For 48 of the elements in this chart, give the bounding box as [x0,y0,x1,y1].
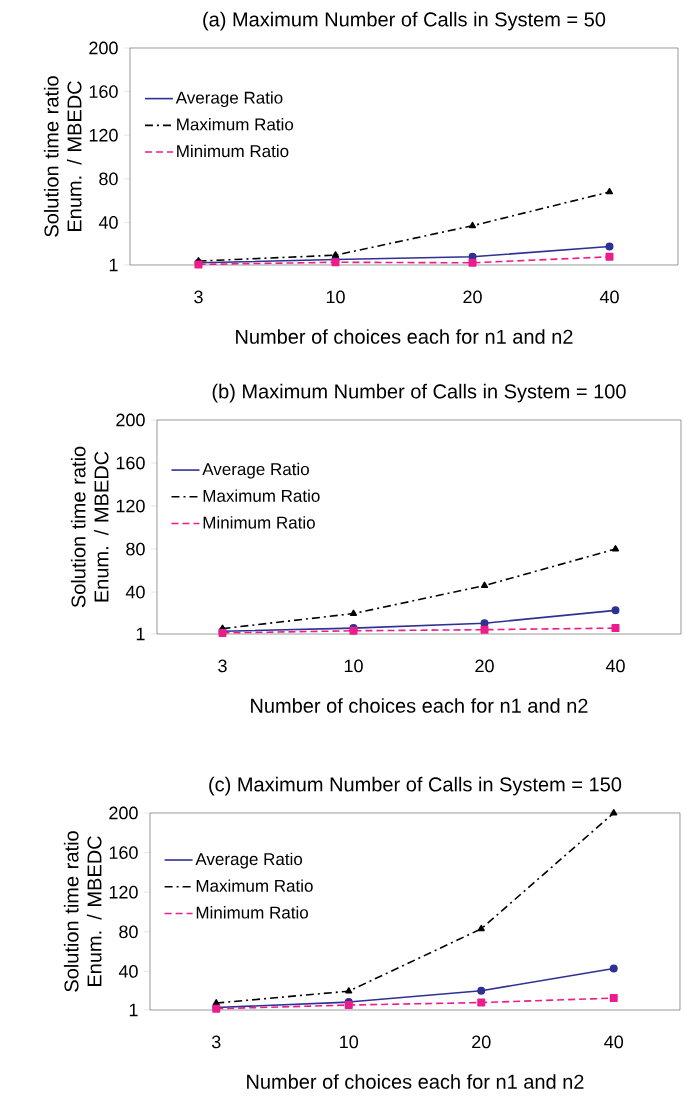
x-tick-label: 40 [604,1035,624,1049]
y-tick-label: 120 [109,885,138,899]
y-tick-label: 40 [98,216,118,229]
x-axis-title: Number of choices each for n1 and n2 [251,698,588,713]
y-tick-label: 200 [109,806,138,820]
legend-label: Average Ratio [202,462,309,479]
x-tick-label: 10 [340,1035,359,1049]
y-tick-label: 1 [136,627,145,641]
y-axis-title: Solution time ratio Enum. / MBEDC [63,831,102,992]
y-tick-label: 80 [99,172,118,186]
y-tick-label: 80 [119,925,138,939]
legend-label: Minimum Ratio [177,144,289,158]
y-tick-label: 40 [125,585,145,599]
x-axis-title: Number of choices each for n1 and n2 [236,329,573,344]
legend-label: Maximum Ratio [196,879,313,892]
y-tick-label: 1 [109,258,118,272]
x-tick-label: 3 [211,1035,221,1049]
legend-label: Average Ratio [175,91,283,108]
chart-title: (c) Maximum Number of Calls in System = 150 [209,776,622,796]
legend-label: Average Ratio [195,852,303,869]
y-tick-label: 40 [118,965,138,978]
legend-label: Maximum Ratio [203,489,320,502]
y-tick-label: 200 [116,413,145,427]
x-tick-label: 10 [344,659,363,673]
legend-label: Minimum Ratio [196,906,308,919]
x-tick-label: 40 [605,659,625,673]
y-tick-label: 120 [116,499,145,513]
x-tick-label: 20 [463,290,482,304]
y-tick-label: 120 [89,128,118,142]
x-tick-label: 20 [475,659,494,673]
y-tick-label: 80 [126,542,145,556]
x-tick-label: 3 [194,290,203,304]
y-axis-title: Solution time ratio Enum. / MBEDC [70,446,109,608]
y-tick-label: 160 [109,846,138,859]
chart-title: (a) Maximum Number of Calls in System = 50 [203,11,606,31]
legend-label: Maximum Ratio [177,117,294,131]
y-axis-title: Solution time ratio Enum. / MBEDC [43,76,82,237]
x-tick-label: 40 [599,290,619,304]
x-axis-title: Number of choices each for n1 and n2 [247,1074,584,1089]
y-tick-label: 1 [129,1003,138,1017]
chart-title: (b) Maximum Number of Calls in System = 100 [212,383,626,403]
x-tick-label: 20 [472,1035,491,1049]
x-tick-label: 10 [326,290,345,304]
x-tick-label: 3 [218,659,227,673]
y-tick-label: 160 [116,456,145,470]
y-tick-label: 200 [89,41,118,55]
legend-label: Minimum Ratio [203,516,315,529]
y-tick-label: 160 [89,85,118,98]
